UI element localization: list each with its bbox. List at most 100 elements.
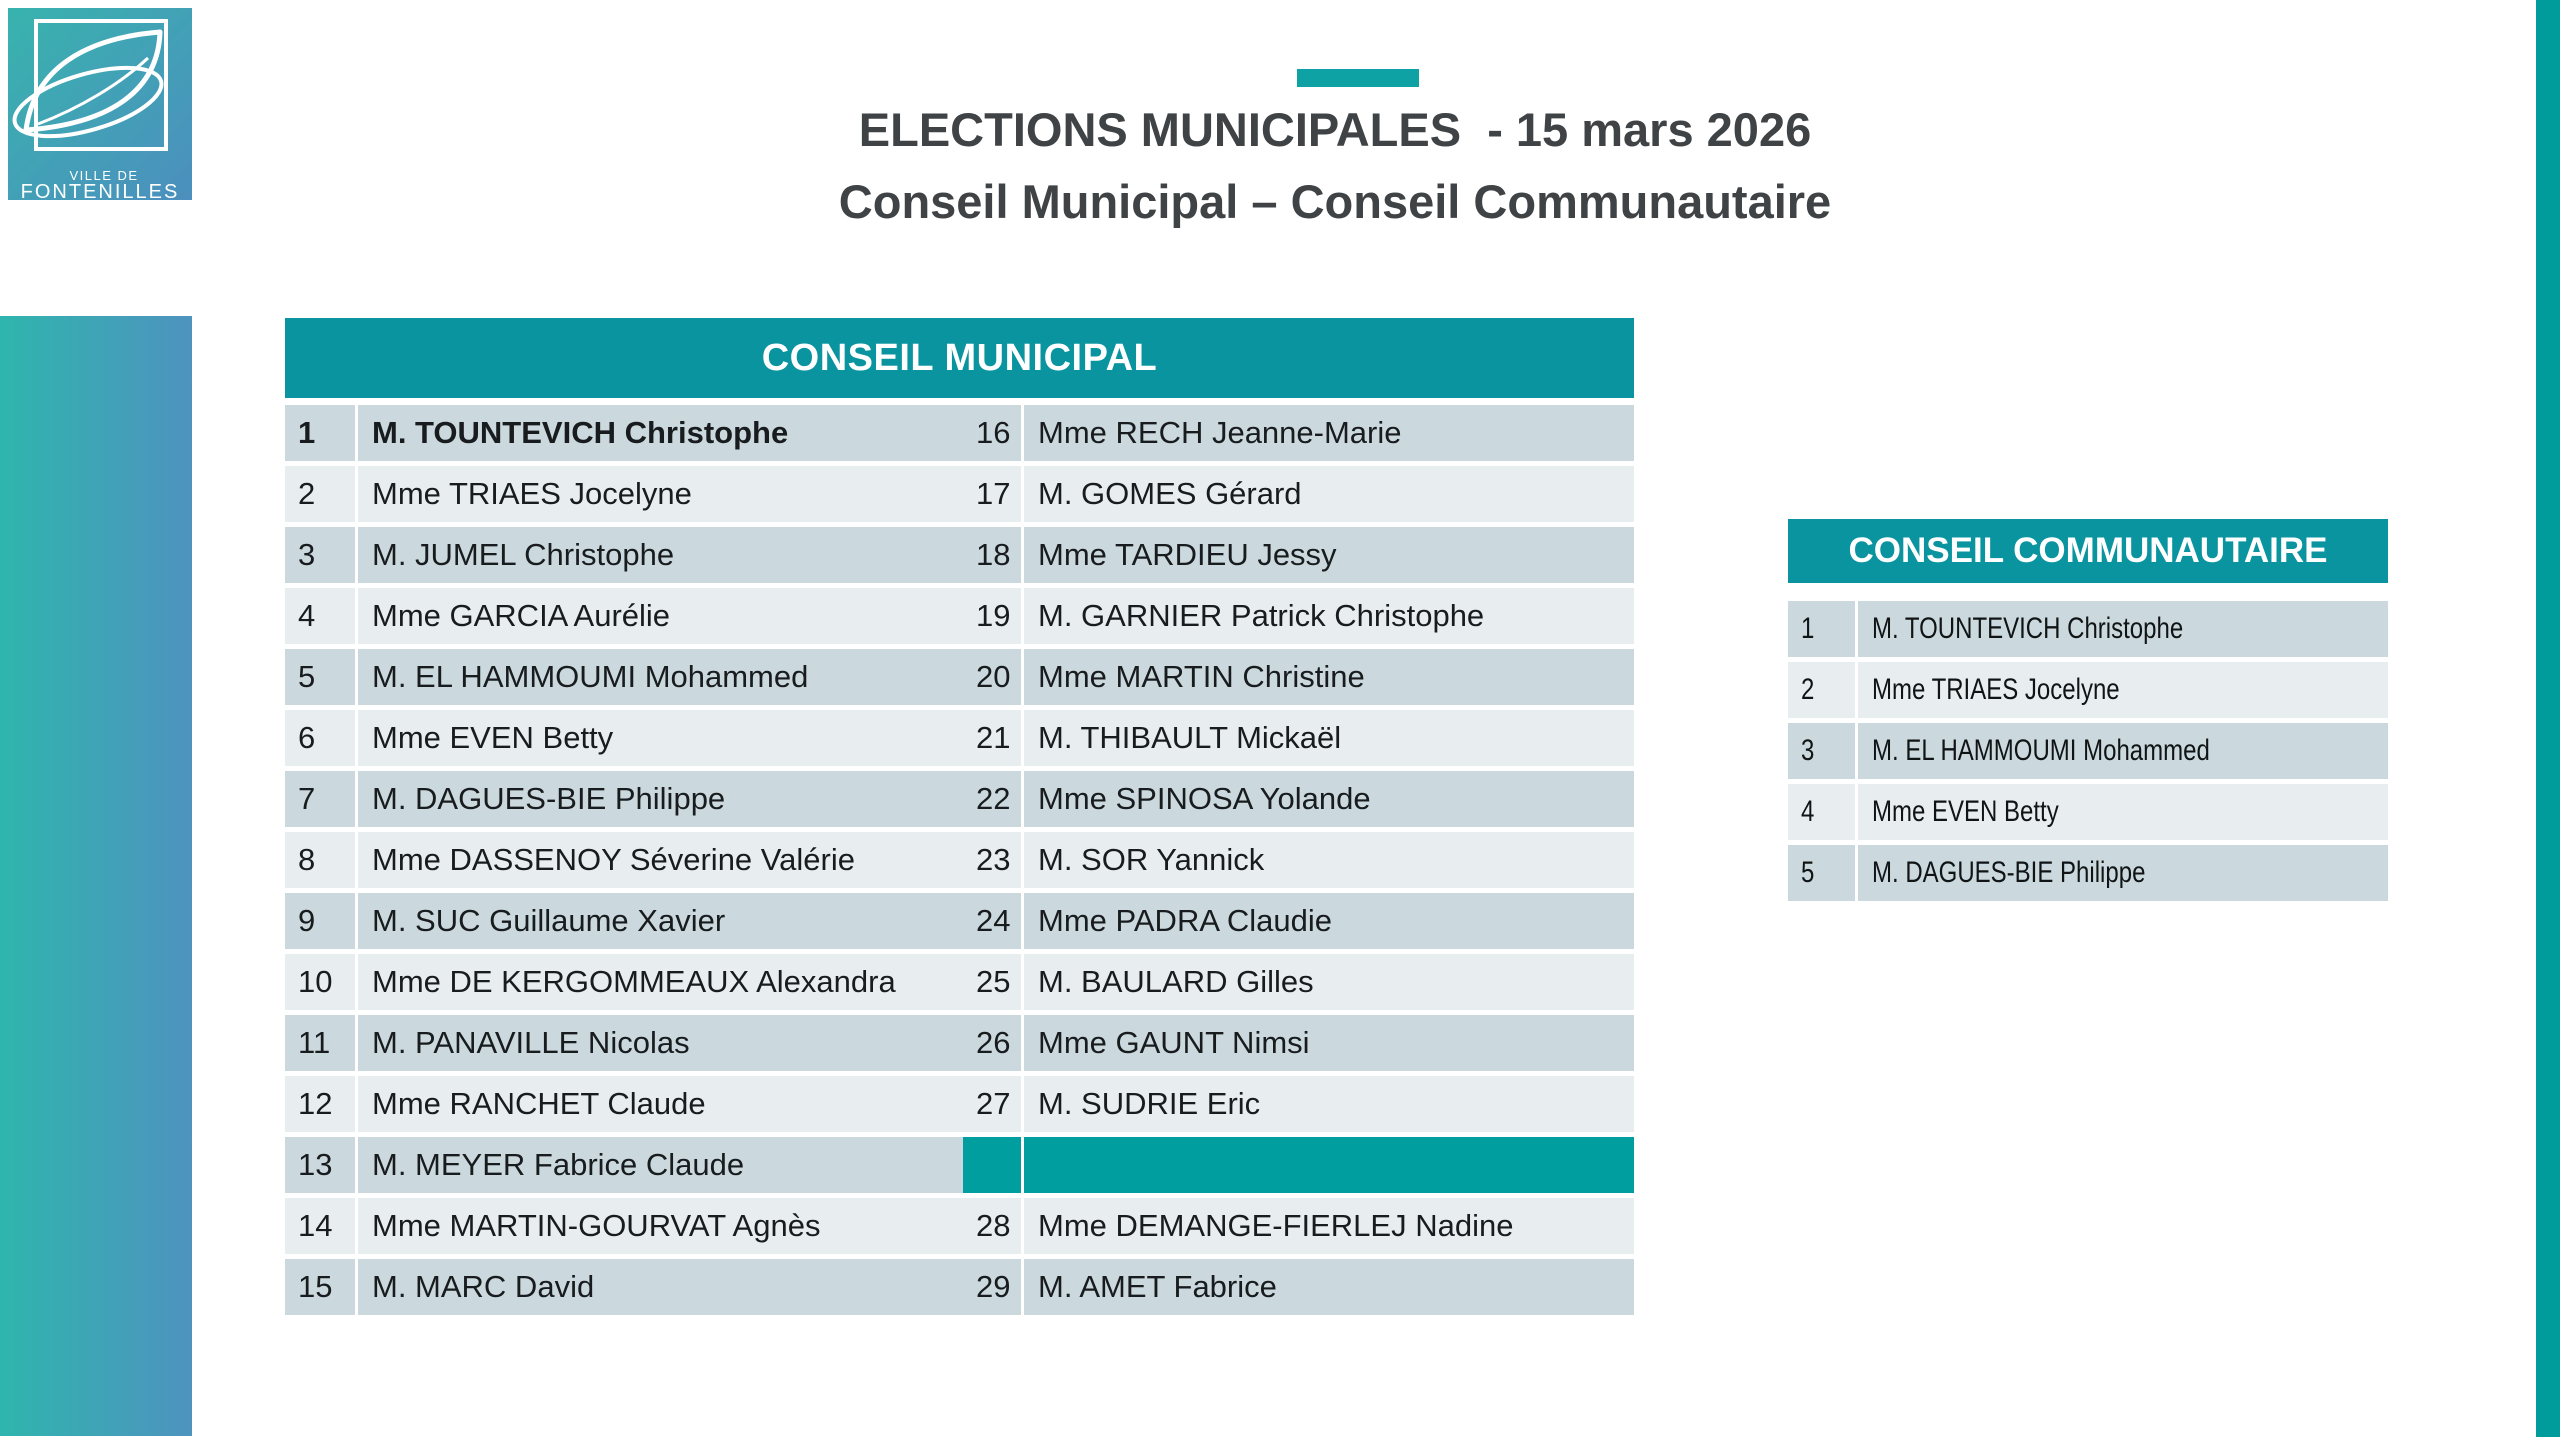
table-row: 6 Mme EVEN Betty (285, 710, 963, 766)
row-name-text: M. DAGUES-BIE Philippe (1872, 856, 2146, 889)
row-name-cell: M. PANAVILLE Nicolas (358, 1015, 963, 1071)
table-row: 17 M. GOMES Gérard (963, 466, 1634, 522)
row-name-cell: Mme GAUNT Nimsi (1024, 1015, 1634, 1071)
row-number-cell: 25 (963, 954, 1021, 1010)
row-number-cell: 2 (285, 466, 355, 522)
row-number-cell: 1 (1788, 601, 1855, 657)
table-row: 5 M. DAGUES-BIE Philippe (1788, 845, 2388, 901)
row-number-cell: 26 (963, 1015, 1021, 1071)
row-name-cell: Mme TRIAES Jocelyne (358, 466, 963, 522)
table-row: 1 M. TOUNTEVICH Christophe (285, 405, 963, 461)
row-name-cell: M. TOUNTEVICH Christophe (358, 405, 963, 461)
row-number-cell: 8 (285, 832, 355, 888)
row-number-text: 3 (1801, 734, 1815, 767)
table-row: 1 M. TOUNTEVICH Christophe (1788, 601, 2388, 657)
row-number-cell: 13 (285, 1137, 355, 1193)
row-number-cell: 3 (1788, 723, 1855, 779)
table-row: 22 Mme SPINOSA Yolande (963, 771, 1634, 827)
row-name-text: M. EL HAMMOUMI Mohammed (1872, 734, 2210, 767)
title-line-1: ELECTIONS MUNICIPALES - 15 mars 2026 (858, 103, 1812, 156)
conseil-municipal-header: CONSEIL MUNICIPAL (285, 318, 1634, 398)
row-name-cell: Mme DE KERGOMMEAUX Alexandra (358, 954, 963, 1010)
table-row: 18 Mme TARDIEU Jessy (963, 527, 1634, 583)
conseil-municipal-left-column: 1 M. TOUNTEVICH Christophe 2 Mme TRIAES Joc… (285, 405, 963, 1315)
table-row: 12 Mme RANCHET Claude (285, 1076, 963, 1132)
row-number-cell: 22 (963, 771, 1021, 827)
table-row: 21 M. THIBAULT Mickaël (963, 710, 1634, 766)
row-name-cell: Mme SPINOSA Yolande (1024, 771, 1634, 827)
row-number-cell: 14 (285, 1198, 355, 1254)
row-number-cell: 17 (963, 466, 1021, 522)
row-name-cell: M. DAGUES-BIE Philippe (358, 771, 963, 827)
table-row: 23 M. SOR Yannick (963, 832, 1634, 888)
table-row: 7 M. DAGUES-BIE Philippe (285, 771, 963, 827)
row-number-text: 5 (1801, 856, 1815, 889)
table-row: 24 Mme PADRA Claudie (963, 893, 1634, 949)
row-name-cell: M. MARC David (358, 1259, 963, 1315)
row-number-cell (963, 1137, 1021, 1193)
conseil-municipal-right-column: 16 Mme RECH Jeanne-Marie 17 M. GOMES Gérard… (963, 405, 1634, 1315)
row-name-cell: M. AMET Fabrice (1024, 1259, 1634, 1315)
table-row: 4 Mme GARCIA Aurélie (285, 588, 963, 644)
row-number-cell: 12 (285, 1076, 355, 1132)
table-row: 13 M. MEYER Fabrice Claude (285, 1137, 963, 1193)
row-name-cell: Mme TARDIEU Jessy (1024, 527, 1634, 583)
table-row: 3 M. JUMEL Christophe (285, 527, 963, 583)
row-number-cell: 29 (963, 1259, 1021, 1315)
table-row: 28 Mme DEMANGE-FIERLEJ Nadine (963, 1198, 1634, 1254)
table-row: 14 Mme MARTIN-GOURVAT Agnès (285, 1198, 963, 1254)
row-name-cell: Mme MARTIN-GOURVAT Agnès (358, 1198, 963, 1254)
table-row: 11 M. PANAVILLE Nicolas (285, 1015, 963, 1071)
row-number-cell: 1 (285, 405, 355, 461)
row-number-cell: 15 (285, 1259, 355, 1315)
table-row: 3 M. EL HAMMOUMI Mohammed (1788, 723, 2388, 779)
table-row: 19 M. GARNIER Patrick Christophe (963, 588, 1634, 644)
ville-de-fontenilles-logo: VILLE DE FONTENILLES (8, 8, 192, 200)
logo-text-line2: FONTENILLES (21, 181, 180, 200)
title-line-2: Conseil Municipal – Conseil Communautair… (838, 175, 1832, 228)
row-number-cell: 5 (1788, 845, 1855, 901)
row-name-cell: Mme TRIAES Jocelyne (1858, 662, 2388, 718)
conseil-communautaire-rows: 1 M. TOUNTEVICH Christophe 2 Mme TRIAES Joc… (1788, 601, 2388, 901)
row-name-cell: Mme DASSENOY Séverine Valérie (358, 832, 963, 888)
row-name-text: Mme TRIAES Jocelyne (1872, 673, 2120, 706)
row-name-cell: Mme MARTIN Christine (1024, 649, 1634, 705)
leaf-logo-icon: VILLE DE FONTENILLES (8, 8, 192, 200)
row-number-text: 1 (1801, 612, 1815, 645)
row-number-cell: 7 (285, 771, 355, 827)
conseil-communautaire-header: CONSEIL COMMUNAUTAIRE (1788, 519, 2388, 583)
row-name-cell: M. DAGUES-BIE Philippe (1858, 845, 2388, 901)
table-row: 10 Mme DE KERGOMMEAUX Alexandra (285, 954, 963, 1010)
row-name-cell: Mme GARCIA Aurélie (358, 588, 963, 644)
row-name-cell: Mme PADRA Claudie (1024, 893, 1634, 949)
table-row: 15 M. MARC David (285, 1259, 963, 1315)
row-name-cell: Mme EVEN Betty (358, 710, 963, 766)
row-number-cell: 23 (963, 832, 1021, 888)
row-number-cell: 16 (963, 405, 1021, 461)
row-number-cell: 4 (1788, 784, 1855, 840)
table-row: 27 M. SUDRIE Eric (963, 1076, 1634, 1132)
separator-row (963, 1137, 1634, 1193)
row-name-cell: M. SOR Yannick (1024, 832, 1634, 888)
row-name-cell: M. BAULARD Gilles (1024, 954, 1634, 1010)
table-row: 8 Mme DASSENOY Séverine Valérie (285, 832, 963, 888)
table-row: 2 Mme TRIAES Jocelyne (285, 466, 963, 522)
row-number-cell: 3 (285, 527, 355, 583)
table-row: 20 Mme MARTIN Christine (963, 649, 1634, 705)
row-name-cell: Mme DEMANGE-FIERLEJ Nadine (1024, 1198, 1634, 1254)
table-row: 4 Mme EVEN Betty (1788, 784, 2388, 840)
left-gradient-bar (0, 316, 192, 1436)
row-name-cell: M. SUDRIE Eric (1024, 1076, 1634, 1132)
table-row: 25 M. BAULARD Gilles (963, 954, 1634, 1010)
row-name-text: M. TOUNTEVICH Christophe (1872, 612, 2184, 645)
row-number-cell: 18 (963, 527, 1021, 583)
row-name-cell: M. EL HAMMOUMI Mohammed (1858, 723, 2388, 779)
row-name-cell: M. GOMES Gérard (1024, 466, 1634, 522)
row-name-cell: M. TOUNTEVICH Christophe (1858, 601, 2388, 657)
row-name-cell: M. EL HAMMOUMI Mohammed (358, 649, 963, 705)
row-name-cell: M. GARNIER Patrick Christophe (1024, 588, 1634, 644)
row-name-cell: Mme RANCHET Claude (358, 1076, 963, 1132)
row-name-cell: M. SUC Guillaume Xavier (358, 893, 963, 949)
row-number-cell: 21 (963, 710, 1021, 766)
